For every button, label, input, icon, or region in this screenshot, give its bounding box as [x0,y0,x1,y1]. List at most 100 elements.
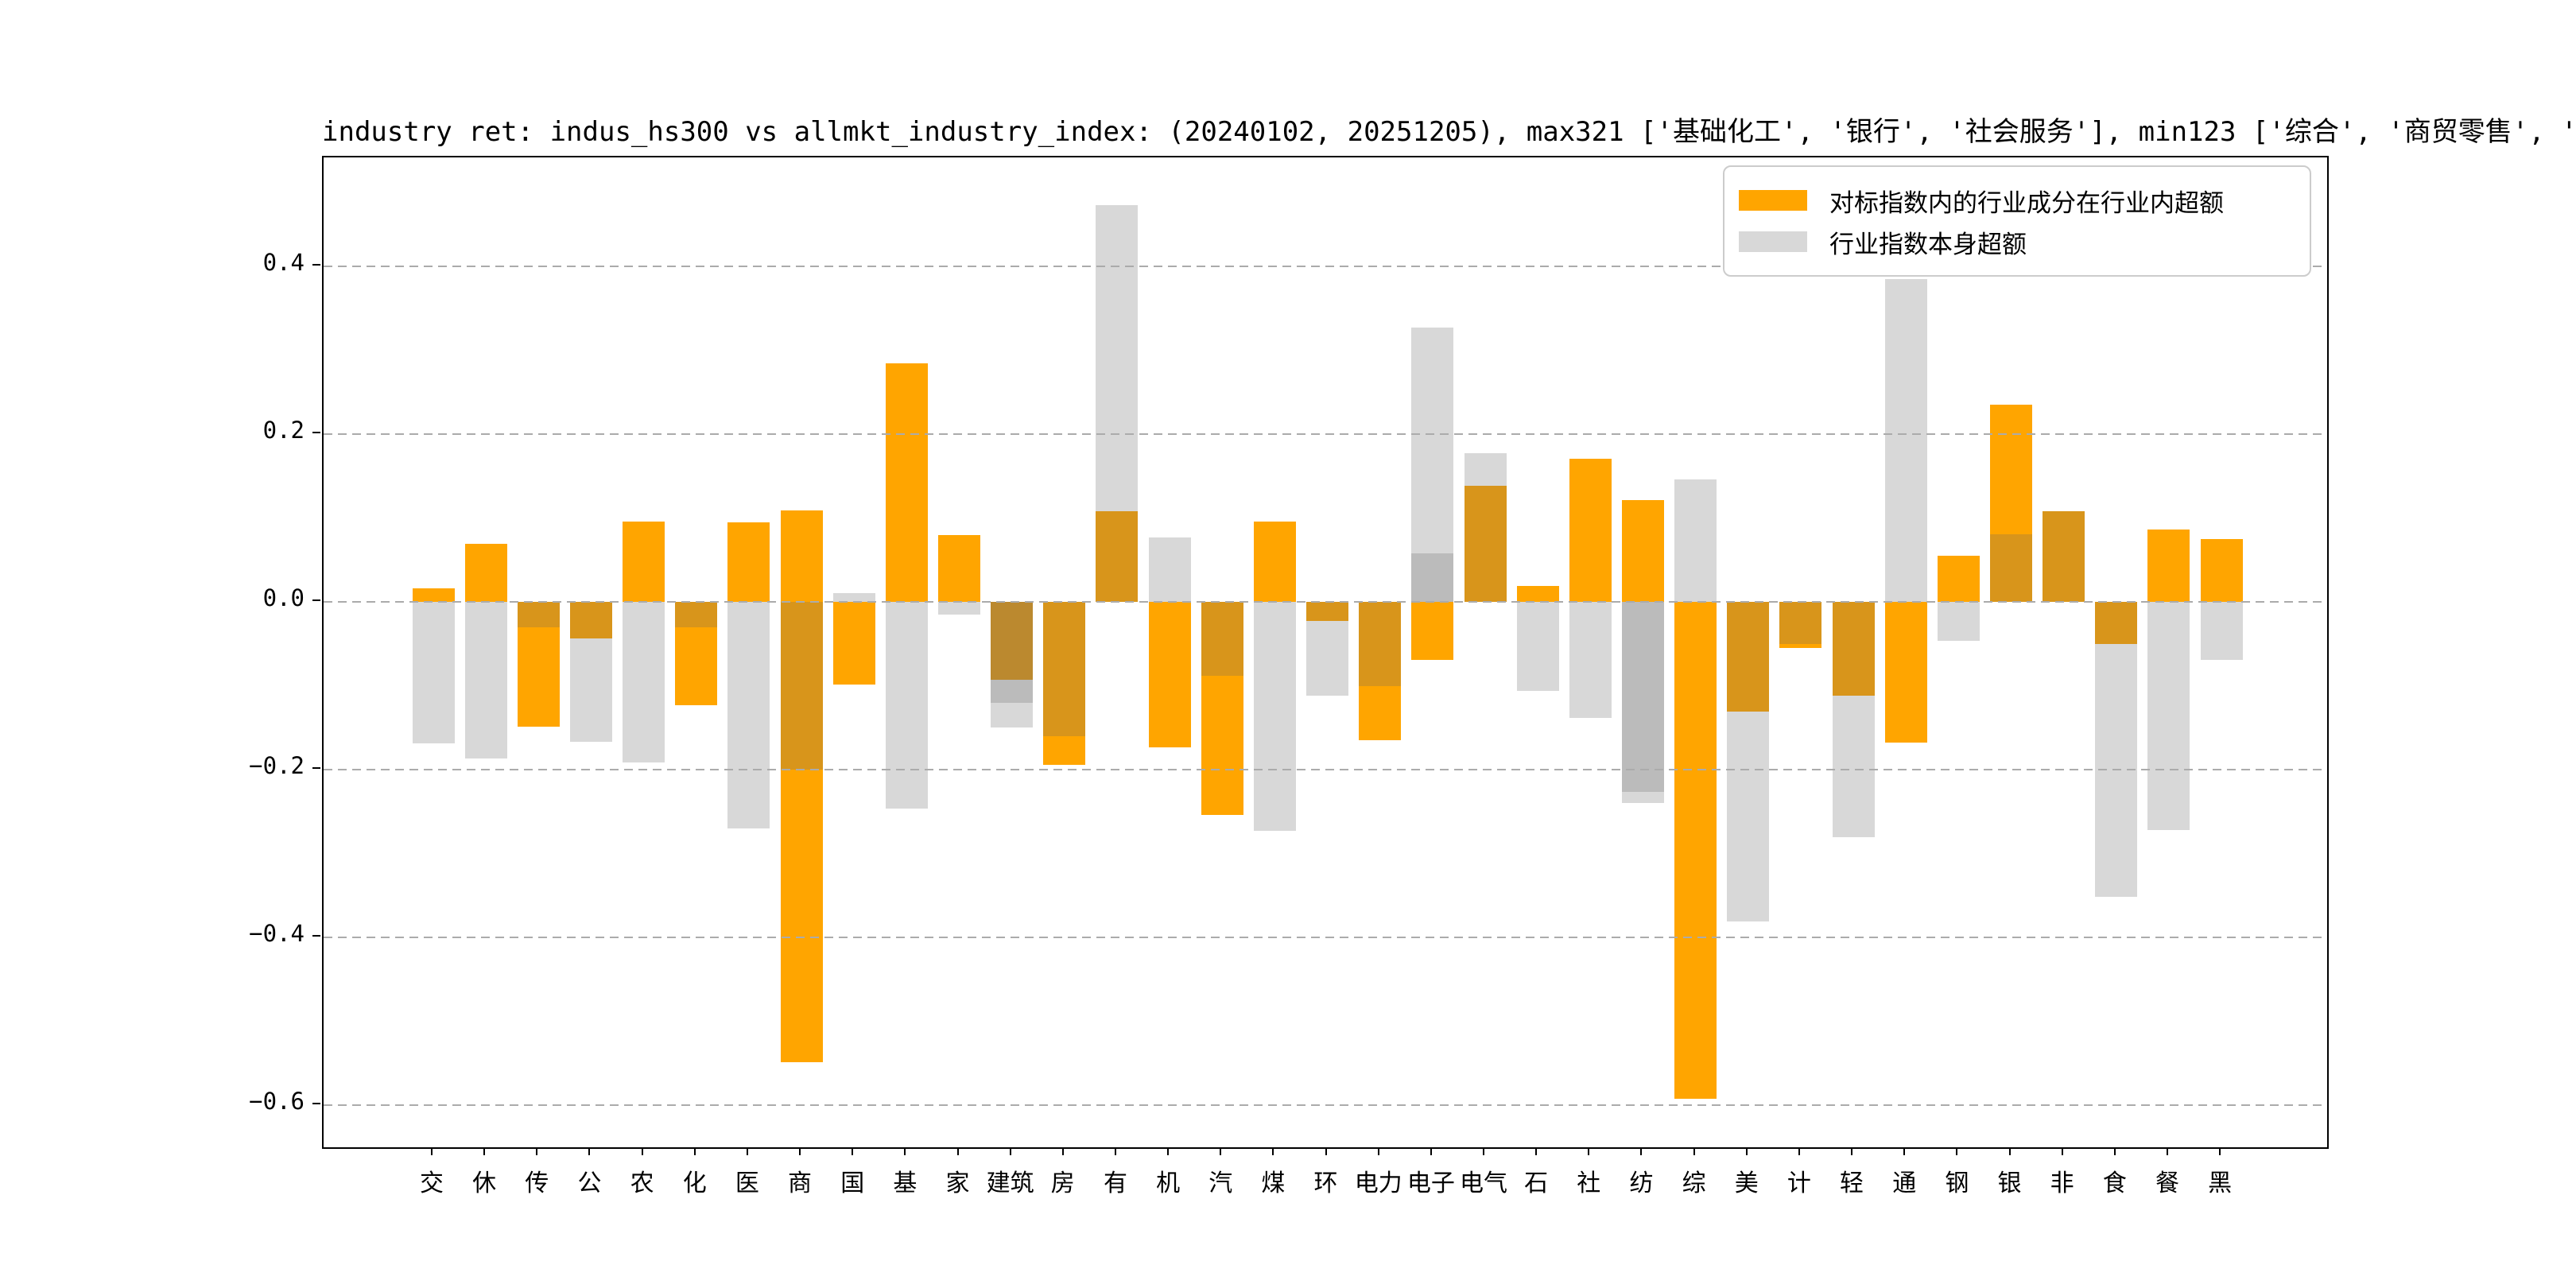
x-tick-label-电气: 电气 [1460,1170,1507,1197]
gray-bar-综 [1674,479,1717,602]
x-tick-label-休: 休 [472,1170,497,1197]
gray-bar-化 [675,602,718,627]
x-tick-mark [2219,1147,2221,1155]
orange-bar-黑 [2200,538,2243,602]
orange-bar-电气 [1464,486,1507,602]
orange-bar-国 [832,602,875,685]
gray-bar-纺 [1621,602,1664,804]
gridline-0.2 [324,433,2327,435]
legend-swatch-orange [1739,190,1807,211]
x-tick-label-交: 交 [420,1170,444,1197]
x-tick-mark [1798,1147,1800,1155]
y-tick-mark [312,432,320,433]
x-tick-mark [2008,1147,2011,1155]
gray-bar-轻 [1832,602,1875,838]
x-tick-mark [1903,1147,1906,1155]
gray-bar-机 [1148,537,1191,602]
gray-bar-建筑 [991,602,1034,703]
x-tick-label-餐: 餐 [2155,1170,2179,1197]
gray-bar-食 [2095,602,2138,898]
orange-bar-电力 [1359,602,1402,741]
gray-bar-商 [780,602,823,770]
y-tick-mark [312,264,320,266]
x-tick-label-电力: 电力 [1354,1170,1402,1197]
x-tick-label-基: 基 [893,1170,918,1197]
y-tick-mark [312,767,320,769]
x-tick-mark [1693,1147,1695,1155]
x-tick-mark [1640,1147,1643,1155]
gray-bar-国 [832,593,875,602]
y-tick-mark [312,1103,320,1104]
orange-bar-计 [1779,602,1822,649]
gray-bar-基 [885,602,928,809]
orange-bar-有 [1096,511,1139,602]
plot-area: 对标指数内的行业成分在行业内超额 行业指数本身超额 [322,156,2329,1149]
gray-bar-计 [1779,602,1822,644]
gray-bar-公 [569,602,612,743]
gridline-−0.6 [324,1104,2327,1106]
y-tick-label: 0.4 [262,249,305,276]
x-tick-label-纺: 纺 [1629,1170,1654,1197]
x-tick-label-社: 社 [1577,1170,1601,1197]
legend-swatch-gray [1739,231,1807,252]
gridline-0.0 [324,601,2327,603]
orange-bar-煤 [1253,521,1296,602]
orange-bar-公 [569,602,612,639]
gray-bar-建筑 [991,602,1034,728]
x-tick-mark [1325,1147,1327,1155]
x-tick-label-国: 国 [840,1170,865,1197]
gray-bar-环 [1306,602,1349,696]
x-tick-label-轻: 轻 [1840,1170,1864,1197]
orange-bar-非 [2043,511,2085,602]
x-tick-mark [1220,1147,1222,1155]
x-tick-mark [1061,1147,1064,1155]
x-tick-label-汽: 汽 [1208,1170,1233,1197]
x-tick-label-有: 有 [1103,1170,1127,1197]
x-tick-label-钢: 钢 [1945,1170,1969,1197]
y-tick-label: −0.6 [249,1088,305,1115]
orange-bar-休 [464,544,507,602]
x-tick-mark [1377,1147,1379,1155]
y-tick-label: −0.2 [249,752,305,779]
orange-bar-综 [1674,602,1717,1099]
orange-bar-交 [412,588,455,602]
orange-bar-环 [1306,602,1349,622]
gray-bar-电气 [1464,453,1507,602]
x-tick-mark [1483,1147,1484,1155]
y-tick-mark [312,935,320,937]
y-tick-label: −0.4 [249,920,305,947]
orange-bar-家 [938,534,980,602]
x-tick-mark [1535,1147,1538,1155]
x-tick-label-农: 农 [630,1170,654,1197]
y-tick-label: 0.2 [262,417,305,444]
x-tick-label-煤: 煤 [1261,1170,1286,1197]
x-tick-mark [956,1147,959,1155]
gray-bar-通 [1884,278,1927,602]
x-tick-mark [1167,1147,1170,1155]
gray-bar-房 [1043,602,1086,736]
orange-bar-医 [727,522,770,602]
gray-bar-电力 [1359,602,1402,686]
orange-bar-钢 [1937,555,1980,602]
x-tick-label-电子: 电子 [1406,1170,1455,1197]
orange-bar-机 [1148,602,1191,747]
gray-bar-汽 [1201,602,1243,676]
gridline-−0.4 [324,937,2327,938]
legend-label-gray: 行业指数本身超额 [1829,230,2027,259]
x-tick-mark [1745,1147,1748,1155]
x-tick-label-传: 传 [525,1170,549,1197]
orange-bar-商 [780,602,823,1063]
x-tick-label-食: 食 [2102,1170,2127,1197]
chart-title: industry ret: indus_hs300 vs allmkt_indu… [322,116,2576,148]
legend-label-orange: 对标指数内的行业成分在行业内超额 [1829,188,2224,218]
orange-bar-建筑 [991,602,1034,681]
orange-bar-商 [780,510,823,602]
x-tick-label-环: 环 [1313,1170,1338,1197]
x-tick-label-美: 美 [1734,1170,1759,1197]
gray-bar-休 [464,602,507,759]
x-tick-label-房: 房 [1050,1170,1075,1197]
x-tick-mark [1114,1147,1116,1155]
y-tick-label: 0.0 [262,584,305,611]
gray-bar-煤 [1253,602,1296,831]
